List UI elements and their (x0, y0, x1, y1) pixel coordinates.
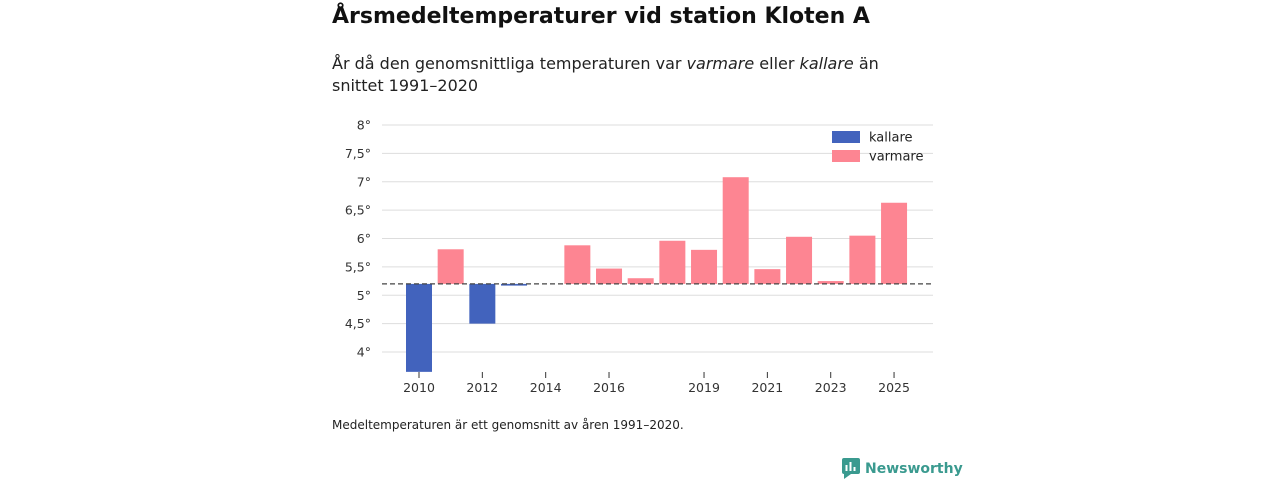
bars (406, 177, 908, 372)
bar-2021[interactable] (754, 269, 781, 284)
x-tick-label: 2010 (403, 380, 435, 395)
bar-2012[interactable] (469, 283, 496, 324)
legend-label-varmare: varmare (869, 150, 923, 165)
bar-2011[interactable] (437, 249, 464, 284)
bar-2022[interactable] (786, 236, 813, 284)
bar-2024[interactable] (849, 235, 876, 284)
y-tick-label: 4,5° (345, 316, 371, 331)
y-tick-label: 7° (357, 174, 371, 189)
y-tick-label: 5° (357, 288, 371, 303)
y-tick-label: 7,5° (345, 146, 371, 161)
newsworthy-logo-icon (842, 458, 860, 479)
y-tick-label: 5,5° (345, 259, 371, 274)
y-tick-label: 6,5° (345, 203, 371, 218)
x-tick-label: 2023 (815, 380, 847, 395)
x-tick-label: 2025 (878, 380, 910, 395)
legend-swatch-varmare (832, 150, 860, 162)
bar-2017[interactable] (627, 278, 654, 284)
grid-lines (382, 124, 933, 353)
legend-swatch-kallare (832, 131, 860, 143)
footnote: Medeltemperaturen är ett genomsnitt av å… (332, 418, 684, 432)
x-tick-label: 2016 (593, 380, 625, 395)
bar-2015[interactable] (564, 245, 591, 284)
subtitle-text-3: än snittet 1991–2020 (332, 54, 879, 95)
x-tick-label: 2021 (751, 380, 783, 395)
chart-subtitle: År då den genomsnittliga temperaturen va… (332, 53, 932, 97)
bar-2019[interactable] (691, 249, 718, 284)
bar-2025[interactable] (881, 202, 908, 284)
y-tick-label: 6° (357, 231, 371, 246)
y-axis-labels: 4° 4,5° 5° 5,5° 6° 6,5° 7° 7,5° 8° (345, 118, 371, 360)
subtitle-warmer: varmare (686, 54, 755, 73)
x-tick-label: 2019 (688, 380, 720, 395)
y-tick-label: 4° (357, 345, 371, 360)
brand-logo[interactable]: Newsworthy (842, 458, 963, 480)
bar-2018[interactable] (659, 240, 686, 284)
subtitle-text-2: eller (754, 54, 800, 73)
bar-chart: 4°4,5°5°5,5°6°6,5°7°7,5°8° 2010 2012 2014 2… (345, 118, 933, 395)
subtitle-colder: kallare (799, 54, 854, 73)
legend-label-kallare: kallare (869, 131, 913, 146)
brand-name: Newsworthy (865, 461, 963, 477)
chart-title: Årsmedeltemperaturer vid station Kloten … (332, 4, 870, 29)
x-axis: 2010 2012 2014 2016 2019 2021 2023 2025 (403, 372, 910, 395)
bar-2023[interactable] (817, 281, 844, 284)
x-tick-label: 2014 (530, 380, 562, 395)
y-tick-label: 8° (357, 118, 371, 133)
bar-2016[interactable] (596, 268, 623, 284)
subtitle-text-1: År då den genomsnittliga temperaturen va… (332, 54, 687, 73)
bar-2013[interactable] (501, 283, 528, 286)
legend: kallare varmare (832, 131, 923, 165)
x-tick-label: 2012 (466, 380, 498, 395)
bar-2010[interactable] (406, 283, 432, 372)
bar-2020[interactable] (722, 177, 749, 284)
